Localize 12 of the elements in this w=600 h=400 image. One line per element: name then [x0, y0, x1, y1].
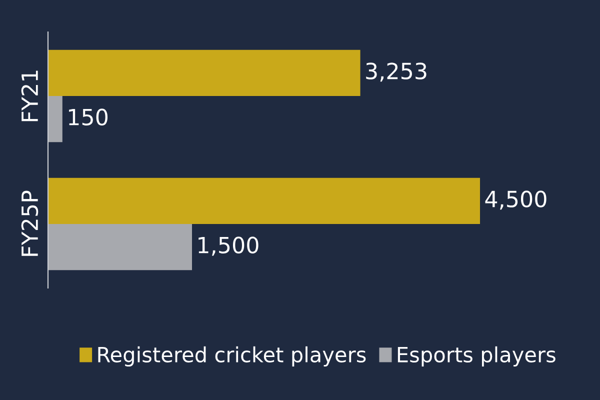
bar: [48, 50, 360, 96]
data-label: 150: [69, 108, 108, 126]
data-label: 4,500: [485, 190, 546, 210]
data-label: 1,500: [198, 236, 258, 256]
bar: [48, 178, 480, 224]
legend-label: Registered cricket players: [98, 346, 366, 367]
bar: [48, 96, 62, 142]
y-tick-label: FY21: [21, 70, 38, 122]
bar: [48, 224, 192, 270]
data-label: 3,253: [366, 62, 426, 82]
legend-label: Esports players: [398, 346, 556, 367]
y-tick-label: FY25P: [21, 190, 38, 256]
